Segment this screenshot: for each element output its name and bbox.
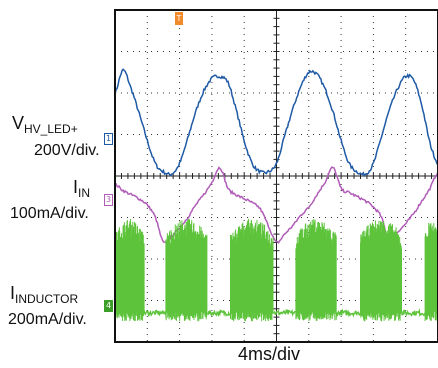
trace-iinductor-burst xyxy=(295,219,337,322)
channel-3-scale: 100mA/div. xyxy=(10,205,89,222)
channel-4-scale: 200mA/div. xyxy=(8,311,87,328)
channel-3-marker: 3 xyxy=(104,194,113,206)
channel-4-name-sub: INDUCTOR xyxy=(15,292,79,306)
trace-vhv-led xyxy=(114,68,438,178)
trace-iinductor-baseline xyxy=(207,308,231,318)
trace-iinductor-burst xyxy=(114,219,145,322)
channel-3-name-sub: IN xyxy=(78,186,91,200)
trace-iinductor-baseline xyxy=(401,308,426,317)
channel-1-marker: 1 xyxy=(104,133,113,145)
traces xyxy=(114,68,438,322)
trace-iinductor-baseline xyxy=(143,309,167,317)
plot-frame xyxy=(114,9,438,343)
channel-1-label: VHV_LED+ xyxy=(12,113,78,136)
channel-1-scale: 200V/div. xyxy=(34,142,100,159)
channel-1-name-sub: HV_LED+ xyxy=(24,122,78,136)
channel-4-label: IINDUCTOR xyxy=(10,283,78,306)
channel-3-label: IIN xyxy=(73,177,90,200)
trace-iinductor-burst xyxy=(360,220,402,322)
trace-iinductor-burst xyxy=(424,222,438,321)
channel-3-name-main: I xyxy=(73,177,79,197)
channel-1-name-main: V xyxy=(12,113,25,133)
trace-iinductor-burst xyxy=(230,218,274,322)
time-scale-label: 4ms/div xyxy=(238,344,301,364)
trace-iinductor-baseline xyxy=(335,308,362,318)
trace-iinductor-baseline xyxy=(273,308,297,317)
trace-iinductor-burst xyxy=(165,218,208,322)
channel-4-marker: 4 xyxy=(104,300,113,312)
channel-4-name-main: I xyxy=(10,283,16,303)
trigger-marker: T xyxy=(175,12,183,25)
